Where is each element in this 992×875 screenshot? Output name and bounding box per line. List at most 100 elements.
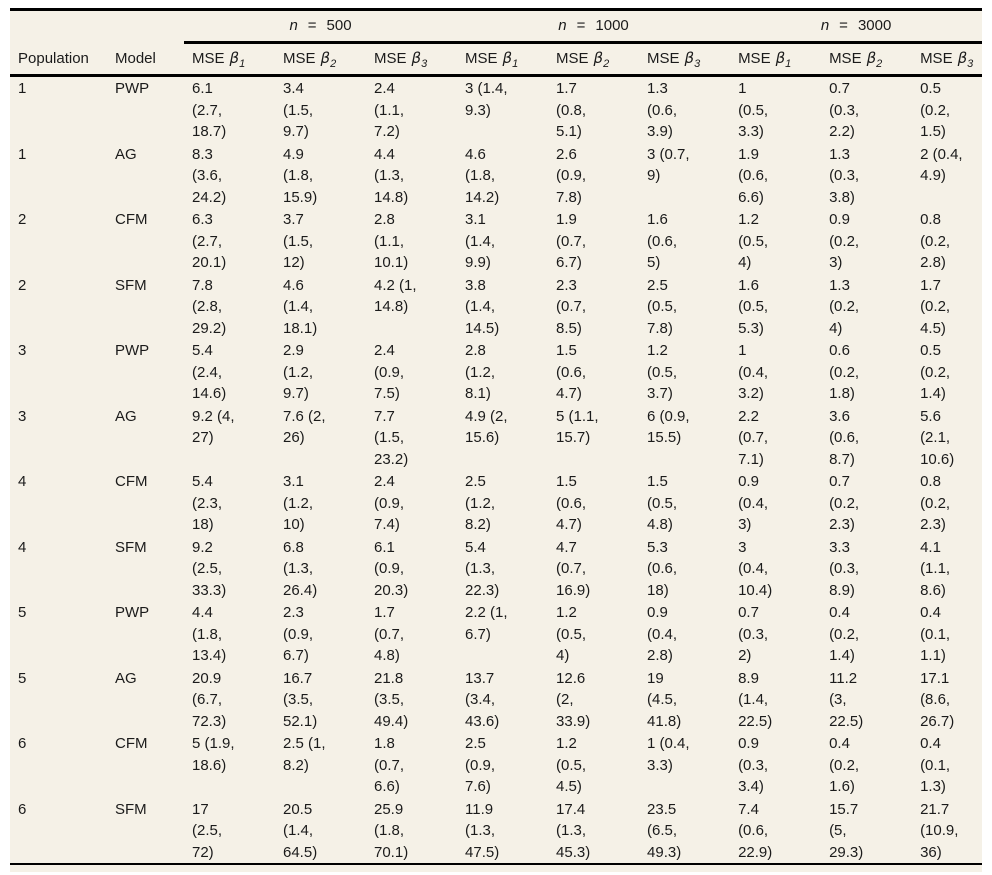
- group-header-row: n = 500 n = 1000 n = 3000: [10, 9, 983, 44]
- mse-cell: 2.2 (1, 6.7): [457, 601, 548, 667]
- cell-value: 2.3 (0.9, 6.7): [283, 604, 314, 664]
- cell-value: 1.9 (0.6, 6.6): [738, 145, 769, 206]
- mse-cell: 1.2 (0.5, 4.5): [548, 732, 639, 798]
- mse-cell: 2.5 (0.5, 7.8): [639, 274, 730, 340]
- cell-value: 7.7 (1.5, 23.2): [374, 407, 409, 468]
- col-header-mse-b2-n3000: MSE β2: [821, 42, 913, 77]
- mse-cell: 4.1 (1.1, 8.6): [912, 536, 982, 602]
- mse-cell: 9.2 (2.5, 33.3): [184, 536, 275, 602]
- col-header-mse-b3-n1000: MSE β3: [639, 42, 731, 77]
- cell-value: PWP: [115, 604, 150, 621]
- mse-label: MSE: [192, 50, 225, 68]
- n-variable: n: [558, 17, 567, 35]
- beta-subscript: 3: [421, 58, 428, 71]
- mse-cell: 3.1 (1.4, 9.9): [457, 208, 548, 274]
- cell-value: 5.4 (1.3, 22.3): [465, 538, 500, 599]
- cell-value: 0.5 (0.2, 1.5): [920, 80, 951, 140]
- cell-value: 0.7 (0.3, 2.2): [829, 80, 860, 140]
- mse-cell: 0.9 (0.4, 2.8): [639, 601, 730, 667]
- model-cell: AG: [107, 405, 184, 471]
- mse-cell: 5 (1.9, 18.6): [184, 732, 275, 798]
- mse-cell: 5.4 (1.3, 22.3): [457, 536, 548, 602]
- mse-cell: 17 (2.5, 72): [184, 798, 275, 865]
- mse-cell: 4.6 (1.4, 18.1): [275, 274, 366, 340]
- cell-value: AG: [115, 407, 137, 425]
- cell-value: 5.4 (2.3, 18): [192, 473, 223, 533]
- mse-cell: 1.7 (0.7, 4.8): [366, 601, 457, 667]
- model-cell: PWP: [107, 76, 184, 143]
- equals-sign: =: [307, 17, 317, 35]
- mse-cell: 23.5 (6.5, 49.3): [639, 798, 730, 865]
- cell-value: 6 (0.9, 15.5): [647, 407, 690, 447]
- mse-cell: 1 (0.4, 3.2): [730, 339, 821, 405]
- mse-cell: 3 (0.4, 10.4): [730, 536, 821, 602]
- cell-value: 3.4 (1.5, 9.7): [283, 80, 314, 140]
- cell-value: 0.6 (0.2, 1.8): [829, 342, 860, 402]
- model-cell: SFM: [107, 274, 184, 340]
- beta-subscript: 3: [694, 58, 701, 71]
- mse-cell: 2.3 (0.7, 8.5): [548, 274, 639, 340]
- mse-cell: 19 (4.5, 41.8): [639, 667, 730, 733]
- population-cell: 3: [10, 405, 107, 471]
- cell-value: 1.2 (0.5, 4): [738, 211, 769, 271]
- mse-cell: 25.9 (1.8, 70.1): [366, 798, 457, 865]
- mse-cell: 17.1 (8.6, 26.7): [912, 667, 982, 733]
- population-cell: 6: [10, 798, 107, 865]
- cell-value: 12.6 (2, 33.9): [556, 669, 591, 730]
- table-row: 1 AG 8.3 (3.6, 24.2) 4.9 (1.8, 15.9) 4.4 (1.…: [10, 143, 982, 209]
- cell-value: 6.1 (0.9, 20.3): [374, 538, 409, 599]
- cell-value: 5.3 (0.6, 18): [647, 538, 678, 599]
- col-header-mse-b1-n1000: MSE β1: [457, 42, 549, 77]
- mse-cell: 3 (1.4, 9.3): [457, 76, 548, 143]
- cell-value: 1.2 (0.5, 4): [556, 604, 587, 664]
- cell-value: 4.1 (1.1, 8.6): [920, 538, 951, 599]
- mse-cell: 20.9 (6.7, 72.3): [184, 667, 275, 733]
- cell-value: 3.1 (1.2, 10): [283, 473, 314, 533]
- beta-subscript: 2: [330, 58, 337, 71]
- cell-value: 2.3 (0.7, 8.5): [556, 276, 587, 337]
- cell-value: 9.2 (4, 27): [192, 407, 235, 447]
- cell-value: 1.6 (0.6, 5): [647, 211, 678, 271]
- cell-value: 0.4 (0.1, 1.1): [920, 604, 951, 664]
- table-row: 4 SFM 9.2 (2.5, 33.3) 6.8 (1.3, 26.4) 6.1 (0…: [10, 536, 982, 602]
- cell-value: 11.2 (3, 22.5): [829, 669, 864, 730]
- mse-cell: 1 (0.4, 3.3): [639, 732, 730, 798]
- cell-value: 4.4 (1.3, 14.8): [374, 145, 409, 206]
- cell-value: AG: [115, 145, 137, 163]
- cell-value: 17.4 (1.3, 45.3): [556, 800, 591, 861]
- mse-cell: 1.5 (0.5, 4.8): [639, 470, 730, 536]
- cell-value: 3.7 (1.5, 12): [283, 211, 314, 271]
- cell-value: 3 (1.4, 9.3): [465, 80, 508, 119]
- mse-cell: 0.7 (0.3, 2): [730, 601, 821, 667]
- cell-value: 1.5 (0.6, 4.7): [556, 473, 587, 533]
- equals-sign: =: [576, 17, 586, 35]
- cell-value: 0.9 (0.4, 3): [738, 473, 769, 533]
- model-cell: SFM: [107, 536, 184, 602]
- cell-value: 8.9 (1.4, 22.5): [738, 669, 773, 730]
- table-row: 2 SFM 7.8 (2.8, 29.2) 4.6 (1.4, 18.1) 4.2 (1…: [10, 274, 982, 340]
- beta-subscript: 1: [239, 58, 246, 71]
- mse-label: MSE: [556, 50, 589, 68]
- cell-value: 7.8 (2.8, 29.2): [192, 276, 227, 337]
- mse-cell: 11.2 (3, 22.5): [821, 667, 912, 733]
- results-table-sheet: n = 500 n = 1000 n = 3000 Population Model MSE…: [10, 8, 983, 872]
- cell-value: 2 (0.4, 4.9): [920, 145, 963, 185]
- cell-value: 7.6 (2, 26): [283, 407, 326, 447]
- mse-cell: 6.8 (1.3, 26.4): [275, 536, 366, 602]
- cell-value: 0.4 (0.1, 1.3): [920, 735, 951, 795]
- beta-symbol: β: [957, 49, 968, 68]
- mse-cell: 6.1 (2.7, 18.7): [184, 76, 275, 143]
- mse-results-table: n = 500 n = 1000 n = 3000 Population Model MSE…: [10, 8, 983, 865]
- mse-cell: 0.7 (0.3, 2.2): [821, 76, 912, 143]
- mse-cell: 21.7 (10.9, 36): [912, 798, 982, 865]
- cell-value: 5.6 (2.1, 10.6): [920, 407, 955, 468]
- cell-value: 0.5 (0.2, 1.4): [920, 342, 951, 402]
- beta-subscript: 1: [785, 58, 792, 71]
- mse-cell: 3.1 (1.2, 10): [275, 470, 366, 536]
- cell-value: 1.7 (0.2, 4.5): [920, 276, 951, 337]
- cell-value: 1.9 (0.7, 6.7): [556, 211, 587, 271]
- population-cell: 1: [10, 76, 107, 143]
- cell-value: 6.1 (2.7, 18.7): [192, 80, 227, 140]
- model-cell: AG: [107, 143, 184, 209]
- col-header-model: Model: [107, 42, 184, 77]
